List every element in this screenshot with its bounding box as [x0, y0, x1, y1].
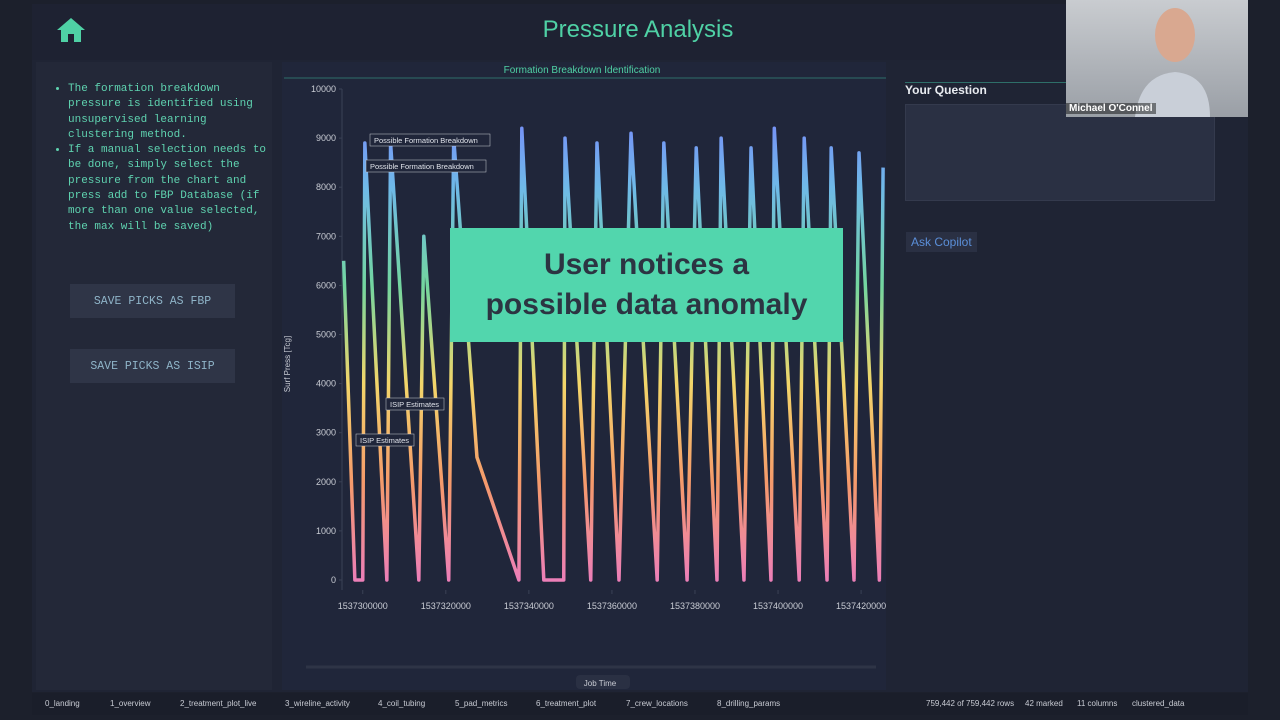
- y-tick-label: 7000: [316, 231, 336, 241]
- page-tab[interactable]: 6_treatment_plot: [536, 699, 597, 708]
- header: [32, 4, 1066, 60]
- save-fbp-button[interactable]: SAVE PICKS AS FBP: [70, 284, 235, 318]
- y-tick-label: 3000: [316, 428, 336, 438]
- page-tab[interactable]: 5_pad_metrics: [455, 699, 508, 708]
- x-tick-label: 1537380000: [670, 601, 720, 611]
- page-tab[interactable]: 4_coil_tubing: [378, 699, 426, 708]
- chart-panel: [282, 62, 886, 690]
- y-tick-label: 9000: [316, 133, 336, 143]
- page-tab[interactable]: 0_landing: [45, 699, 80, 708]
- y-tick-label: 0: [331, 575, 336, 585]
- x-tick-label: 1537300000: [338, 601, 388, 611]
- annotation-box: [355, 433, 415, 447]
- question-label: Your Question: [905, 83, 987, 97]
- annotation: Possible Formation Breakdown: [370, 162, 474, 171]
- home-icon[interactable]: [56, 16, 86, 44]
- page-tab[interactable]: 7_crew_locations: [626, 699, 688, 708]
- y-axis-label: Surf Press [Tcg]: [283, 336, 292, 392]
- page-tab[interactable]: 3_wireline_activity: [285, 699, 350, 708]
- x-label-box: [576, 675, 630, 689]
- annotation-box: [365, 159, 487, 173]
- y-tick-label: 1000: [316, 526, 336, 536]
- bullet: If a manual selection needs to be done, …: [68, 143, 278, 235]
- x-tick-label: 1537340000: [504, 601, 554, 611]
- ask-button[interactable]: Ask Copilot: [906, 232, 977, 252]
- x-tick-label: 1537400000: [753, 601, 803, 611]
- y-tick-label: 5000: [316, 330, 336, 340]
- chart-title: Formation Breakdown Identification: [504, 65, 661, 76]
- annotation-box: [369, 133, 491, 147]
- y-tick-label: 4000: [316, 379, 336, 389]
- status-item: 42 marked: [1025, 699, 1063, 708]
- save-isip-button[interactable]: SAVE PICKS AS ISIP: [70, 349, 235, 383]
- y-tick-label: 6000: [316, 280, 336, 290]
- callout-line: possible data anomaly: [485, 288, 808, 321]
- status-item: 759,442 of 759,442 rows: [926, 699, 1015, 708]
- page-tab[interactable]: 8_drilling_params: [717, 699, 781, 708]
- x-tick-label: 1537420000: [836, 601, 886, 611]
- bullet: The formation breakdown pressure is iden…: [68, 82, 278, 143]
- page-title: Pressure Analysis: [542, 16, 734, 43]
- chart: Formation Breakdown Identification 0 1000 2…: [282, 62, 886, 690]
- webcam-name: Michael O'Connel: [1066, 103, 1156, 114]
- instructions: The formation breakdown pressure is iden…: [56, 82, 278, 235]
- annotation-box: [385, 397, 445, 411]
- x-tick-label: 1537320000: [421, 601, 471, 611]
- pressure-line: [341, 126, 885, 582]
- annotation: ISIP Estimates: [390, 400, 439, 409]
- y-tick-label: 2000: [316, 477, 336, 487]
- status-item: clustered_data: [1132, 699, 1185, 708]
- x-axis-label: Job Time: [584, 679, 617, 688]
- page-tab[interactable]: 1_overview: [110, 699, 151, 708]
- page-tab[interactable]: 2_treatment_plot_live: [180, 699, 257, 708]
- person: [1135, 8, 1210, 117]
- y-tick-label: 10000: [311, 84, 336, 94]
- annotation: Possible Formation Breakdown: [374, 136, 478, 145]
- y-tick-label: 8000: [316, 182, 336, 192]
- status-bar: [32, 693, 1248, 715]
- callout-line: User notices a: [543, 248, 750, 281]
- annotation: ISIP Estimates: [360, 436, 409, 445]
- x-tick-label: 1537360000: [587, 601, 637, 611]
- status-item: 11 columns: [1077, 699, 1118, 708]
- question-input[interactable]: [905, 104, 1215, 201]
- callout: User notices a possible data anomaly: [450, 228, 843, 342]
